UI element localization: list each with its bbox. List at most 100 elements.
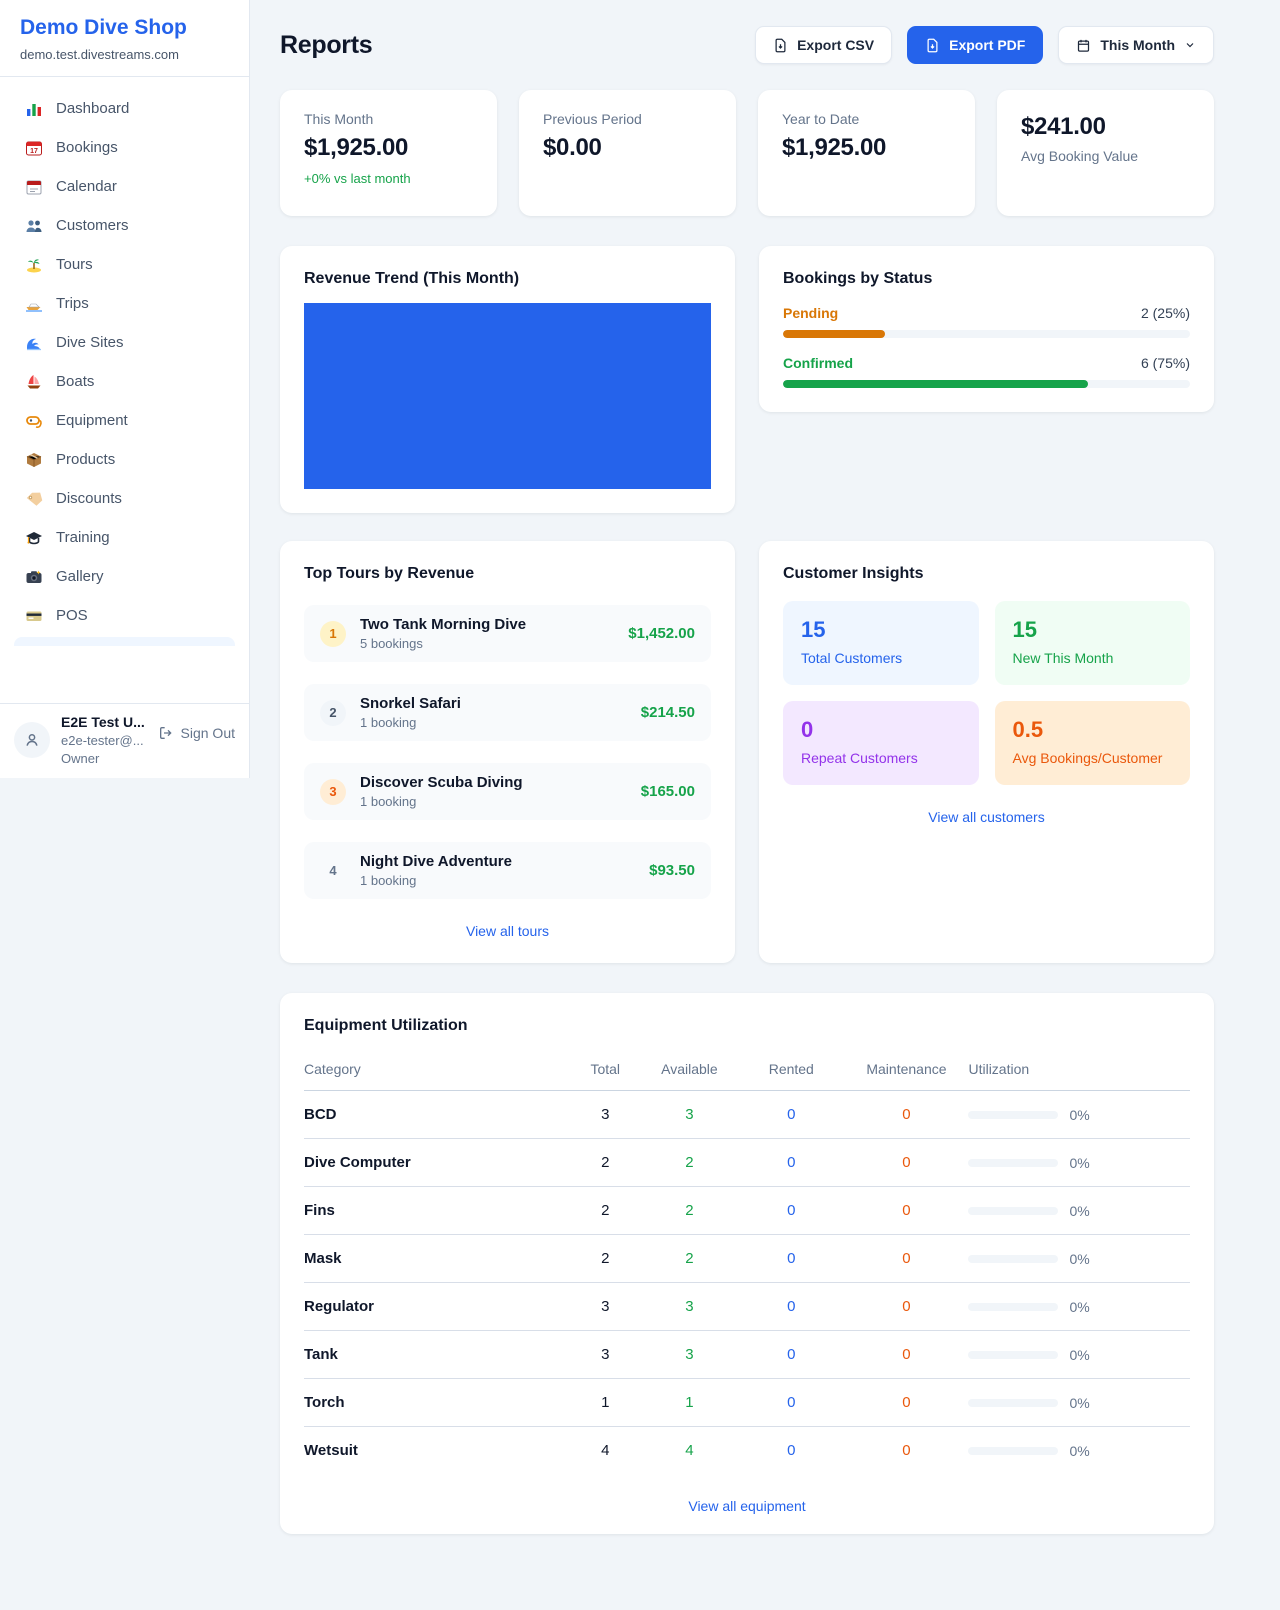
customer-insights-title: Customer Insights xyxy=(783,565,924,582)
equipment-utilization-title: Equipment Utilization xyxy=(304,1017,468,1034)
stat-card-previous-period: Previous Period $0.00 xyxy=(519,90,736,216)
avatar xyxy=(14,722,50,758)
utilization-bar xyxy=(968,1446,1059,1455)
status-item-pending: Pending 2 (25%) xyxy=(783,305,1190,338)
view-all-customers-link[interactable]: View all customers xyxy=(928,809,1045,825)
top-tours-card: Top Tours by Revenue 1 Two Tank Morning … xyxy=(280,541,735,963)
tile-label: Avg Bookings/Customer xyxy=(1012,750,1163,766)
sidebar-item-boats[interactable]: Boats xyxy=(10,362,239,401)
sidebar-item-label: Boats xyxy=(56,373,95,390)
view-all-equipment-link[interactable]: View all equipment xyxy=(688,1498,806,1514)
rank-badge: 4 xyxy=(329,863,337,878)
stat-label: Previous Period xyxy=(543,111,642,127)
tour-revenue: $214.50 xyxy=(640,704,695,721)
cell-available: 3 xyxy=(640,1282,739,1331)
cell-maintenance: 0 xyxy=(844,1282,969,1331)
graduation-cap-icon xyxy=(24,528,43,547)
sidebar-item-products[interactable]: Products xyxy=(10,440,239,479)
sidebar-item-label: Dive Sites xyxy=(56,334,124,351)
tour-name: Snorkel Safari xyxy=(360,695,461,712)
sidebar-item-dive-sites[interactable]: Dive Sites xyxy=(10,323,239,362)
utilization-percent: 0% xyxy=(1069,1298,1090,1315)
sidebar-user-panel: E2E Test U... e2e-tester@... Owner Sign … xyxy=(0,703,249,778)
calendar-icon xyxy=(24,177,43,196)
tour-revenue: $1,452.00 xyxy=(628,625,695,642)
table-row: Regulator 3 3 0 0 0% xyxy=(304,1282,1190,1331)
tile-value: 0 xyxy=(801,717,814,742)
utilization-percent: 0% xyxy=(1069,1154,1090,1171)
sidebar-item-label: Equipment xyxy=(56,412,128,429)
sidebar-item-discounts[interactable]: Discounts xyxy=(10,479,239,518)
cell-total: 2 xyxy=(569,1234,641,1283)
cell-category: Torch xyxy=(304,1378,570,1427)
status-count: 2 (25%) xyxy=(1140,305,1190,321)
cell-total: 3 xyxy=(569,1330,641,1379)
cell-total: 2 xyxy=(569,1138,641,1187)
sidebar-item-bookings[interactable]: 17 Bookings xyxy=(10,128,239,167)
tile-total-customers: 15 Total Customers xyxy=(783,601,979,685)
view-all-tours-link[interactable]: View all tours xyxy=(465,923,549,939)
utilization-percent: 0% xyxy=(1069,1250,1090,1267)
status-bar-track xyxy=(783,330,1190,338)
cell-category: Dive Computer xyxy=(304,1138,570,1187)
utilization-percent: 0% xyxy=(1069,1106,1090,1123)
stat-card-this-month: This Month $1,925.00 +0% vs last month xyxy=(280,90,497,216)
cell-total: 4 xyxy=(601,1442,610,1459)
revenue-trend-card: Revenue Trend (This Month) xyxy=(280,246,735,513)
status-label: Pending xyxy=(783,305,839,321)
island-icon xyxy=(24,255,43,274)
utilization-percent: 0% xyxy=(1069,1202,1090,1219)
export-pdf-button[interactable]: Export PDF xyxy=(907,26,1044,64)
stat-value: $0.00 xyxy=(543,134,602,161)
sidebar-item-label: Products xyxy=(56,451,116,468)
sidebar-item-equipment[interactable]: Equipment xyxy=(10,401,239,440)
sidebar-item-label: Gallery xyxy=(56,568,104,585)
cell-available: 1 xyxy=(640,1378,739,1427)
sidebar-item-label: Tours xyxy=(56,256,93,273)
utilization-percent: 0% xyxy=(1069,1394,1090,1411)
credit-card-icon xyxy=(24,606,43,625)
package-icon xyxy=(24,450,43,469)
utilization-bar xyxy=(968,1206,1059,1215)
utilization-percent: 0% xyxy=(1069,1346,1090,1363)
sign-out-button[interactable]: Sign Out xyxy=(158,725,235,741)
col-maintenance: Maintenance xyxy=(844,1051,969,1091)
utilization-bar xyxy=(968,1398,1059,1407)
sailboat-icon xyxy=(24,372,43,391)
dive-mask-icon xyxy=(24,411,43,430)
sidebar-item-pos[interactable]: POS xyxy=(10,596,239,635)
status-item-confirmed: Confirmed 6 (75%) xyxy=(783,355,1190,388)
header-actions: Export CSV Export PDF This Month xyxy=(755,26,1214,64)
tour-name: Night Dive Adventure xyxy=(360,853,512,870)
cell-maintenance: 0 xyxy=(844,1234,969,1283)
speedboat-icon xyxy=(24,294,43,313)
user-info: E2E Test U... e2e-tester@... Owner xyxy=(61,714,147,766)
table-row: BCD 3 3 0 0 0% xyxy=(304,1090,1190,1139)
stat-card-year-to-date: Year to Date $1,925.00 xyxy=(758,90,975,216)
cell-rented: 0 xyxy=(787,1442,796,1459)
cell-available: 2 xyxy=(640,1186,739,1235)
sidebar-item-label: Customers xyxy=(56,217,129,234)
sidebar-item-tours[interactable]: Tours xyxy=(10,245,239,284)
tour-row: 2 Snorkel Safari 1 booking $214.50 xyxy=(304,684,711,741)
tour-bookings: 1 booking xyxy=(360,715,417,730)
sidebar-header: Demo Dive Shop demo.test.divestreams.com xyxy=(0,0,249,77)
cell-category: Wetsuit xyxy=(304,1442,358,1459)
revenue-trend-title: Revenue Trend (This Month) xyxy=(304,270,520,287)
sidebar-item-customers[interactable]: Customers xyxy=(10,206,239,245)
table-row: Wetsuit 4 4 0 0 0% xyxy=(304,1427,1190,1475)
tour-revenue: $93.50 xyxy=(649,862,695,879)
sidebar-item-partial[interactable] xyxy=(14,637,235,646)
sidebar-item-dashboard[interactable]: Dashboard xyxy=(10,89,239,128)
sidebar-item-gallery[interactable]: Gallery xyxy=(10,557,239,596)
page-header: Reports Export CSV Export PDF This Month xyxy=(280,26,1214,64)
export-csv-button[interactable]: Export CSV xyxy=(755,26,893,64)
wave-icon xyxy=(24,333,43,352)
col-category: Category xyxy=(304,1051,570,1091)
sidebar-item-training[interactable]: Training xyxy=(10,518,239,557)
shop-name: Demo Dive Shop xyxy=(20,16,187,39)
period-select[interactable]: This Month xyxy=(1058,26,1214,64)
sidebar-item-label: POS xyxy=(56,607,88,624)
sidebar-item-trips[interactable]: Trips xyxy=(10,284,239,323)
sidebar-item-calendar[interactable]: Calendar xyxy=(10,167,239,206)
